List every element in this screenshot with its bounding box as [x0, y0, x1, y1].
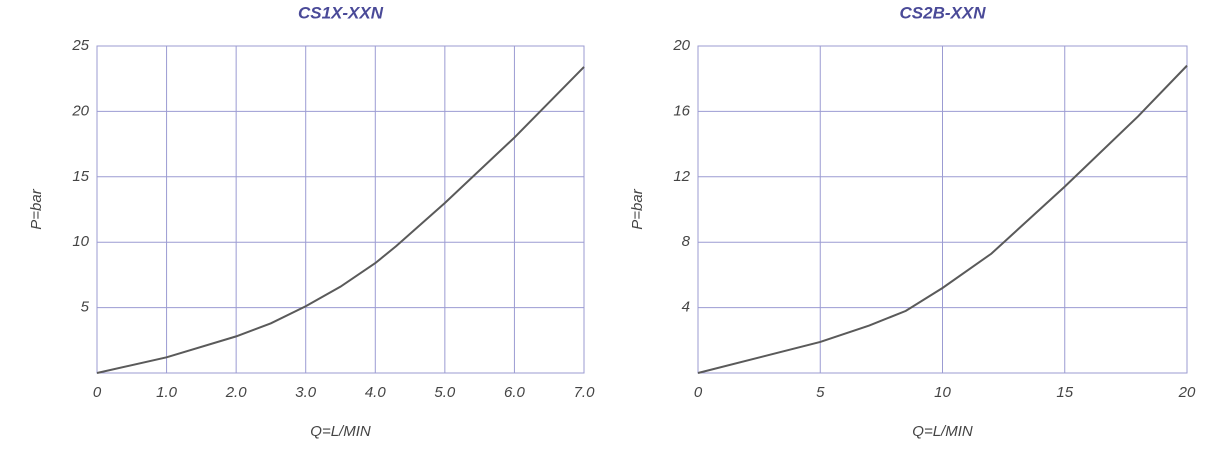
y-tick-label: 25: [71, 37, 89, 54]
x-axis-label: Q=L/MIN: [310, 423, 371, 440]
data-line: [96, 66, 585, 374]
x-tick-label: 5.0: [434, 384, 456, 401]
y-tick-label: 5: [81, 299, 90, 316]
y-tick-label: 12: [673, 168, 690, 185]
y-axis-label: P=bar: [28, 188, 45, 229]
y-tick-label: 20: [71, 102, 89, 119]
x-tick-label: 5: [816, 384, 825, 401]
x-tick-label: 20: [1178, 384, 1196, 401]
y-tick-label: 4: [682, 299, 690, 316]
y-axis-label: P=bar: [629, 188, 646, 229]
y-tick-label: 16: [673, 102, 690, 119]
x-tick-label: 0: [694, 384, 703, 401]
x-axis-label: Q=L/MIN: [912, 423, 973, 440]
x-tick-label: 10: [934, 384, 951, 401]
y-tick-label: 10: [72, 233, 89, 250]
x-tick-label: 1.0: [156, 384, 178, 401]
x-tick-label: 2.0: [225, 384, 248, 401]
chart-title: CS2B-XXN: [900, 3, 987, 22]
y-tick-label: 8: [682, 233, 691, 250]
plot-frame: [96, 45, 585, 374]
y-tick-label: 15: [72, 168, 89, 185]
x-tick-label: 6.0: [504, 384, 526, 401]
chart-title: CS1X-XXN: [298, 3, 384, 22]
x-tick-label: 7.0: [574, 384, 596, 401]
y-tick-label: 20: [672, 37, 690, 54]
data-line: [697, 64, 1188, 374]
x-tick-label: 4.0: [365, 384, 387, 401]
x-tick-label: 3.0: [295, 384, 317, 401]
x-tick-label: 0: [93, 384, 102, 401]
x-tick-label: 15: [1056, 384, 1073, 401]
